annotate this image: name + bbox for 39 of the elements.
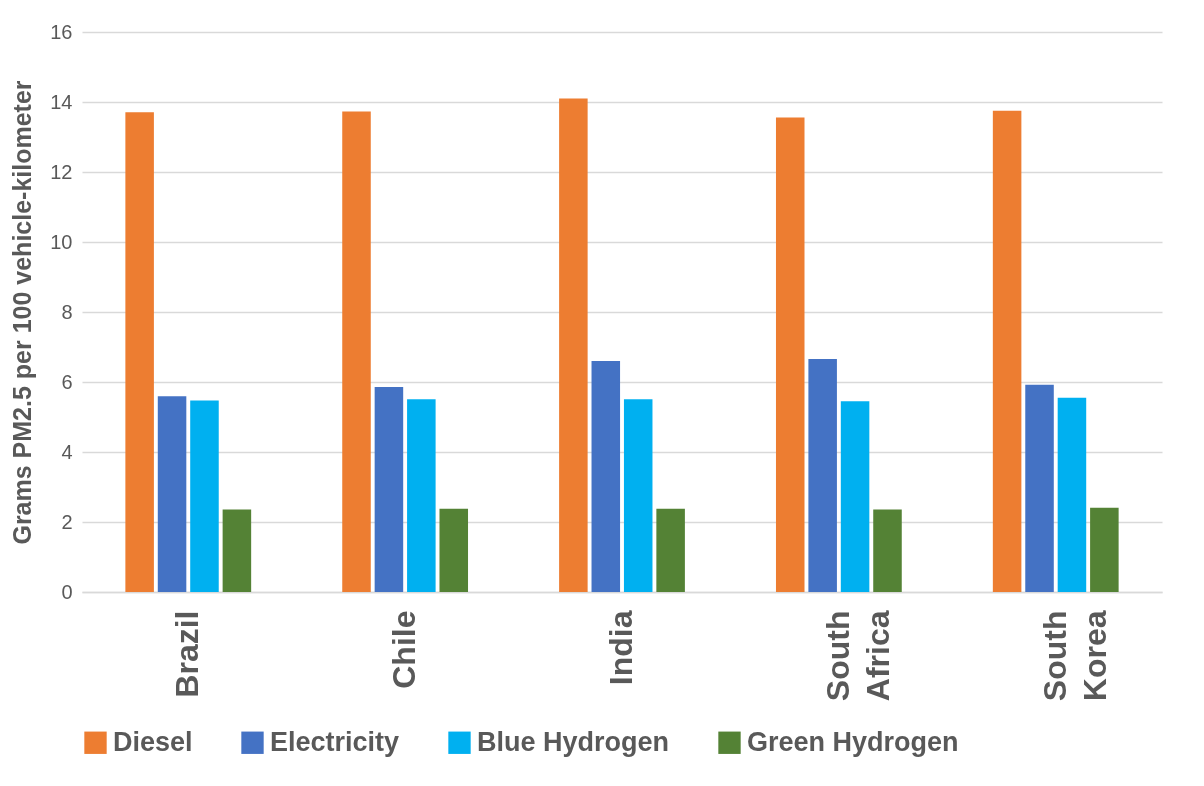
y-tick-label: 14 (50, 90, 73, 113)
bar (623, 399, 653, 592)
y-tick-label: 2 (61, 510, 73, 533)
legend-label: Blue Hydrogen (477, 726, 670, 757)
bar (342, 111, 371, 592)
bar (992, 110, 1022, 592)
bar (840, 401, 870, 592)
bar (190, 400, 219, 592)
bar (559, 98, 588, 592)
bar (1090, 507, 1119, 592)
x-tick-label: South Africa (819, 610, 896, 702)
bar (591, 361, 621, 592)
bar (873, 509, 902, 592)
bar (157, 396, 187, 592)
legend-label: Diesel (113, 726, 193, 757)
legend-label: Electricity (270, 726, 400, 757)
bar (808, 358, 837, 592)
y-tick-label: 10 (50, 230, 73, 253)
bar (222, 509, 252, 592)
bar (656, 508, 685, 592)
y-tick-label: 16 (50, 20, 73, 43)
bar (1025, 384, 1054, 592)
bar (439, 508, 469, 592)
y-axis-title: Grams PM2.5 per 100 vehicle-kilometer (8, 80, 37, 545)
y-tick-label: 4 (61, 440, 73, 463)
bar (374, 386, 404, 592)
y-tick-label: 12 (50, 160, 73, 183)
x-tick-label: South Korea (1036, 610, 1113, 702)
x-tick-label: India (603, 610, 639, 686)
legend-label: Green Hydrogen (747, 726, 959, 757)
y-tick-label: 6 (61, 370, 73, 393)
bar (407, 399, 436, 592)
x-tick-label: Brazil (169, 610, 206, 698)
bar (1057, 397, 1087, 592)
y-tick-label: 8 (61, 300, 73, 323)
bar (125, 112, 154, 592)
bar (775, 117, 805, 592)
x-tick-label: Chile (386, 610, 423, 689)
y-tick-label: 0 (61, 580, 73, 603)
